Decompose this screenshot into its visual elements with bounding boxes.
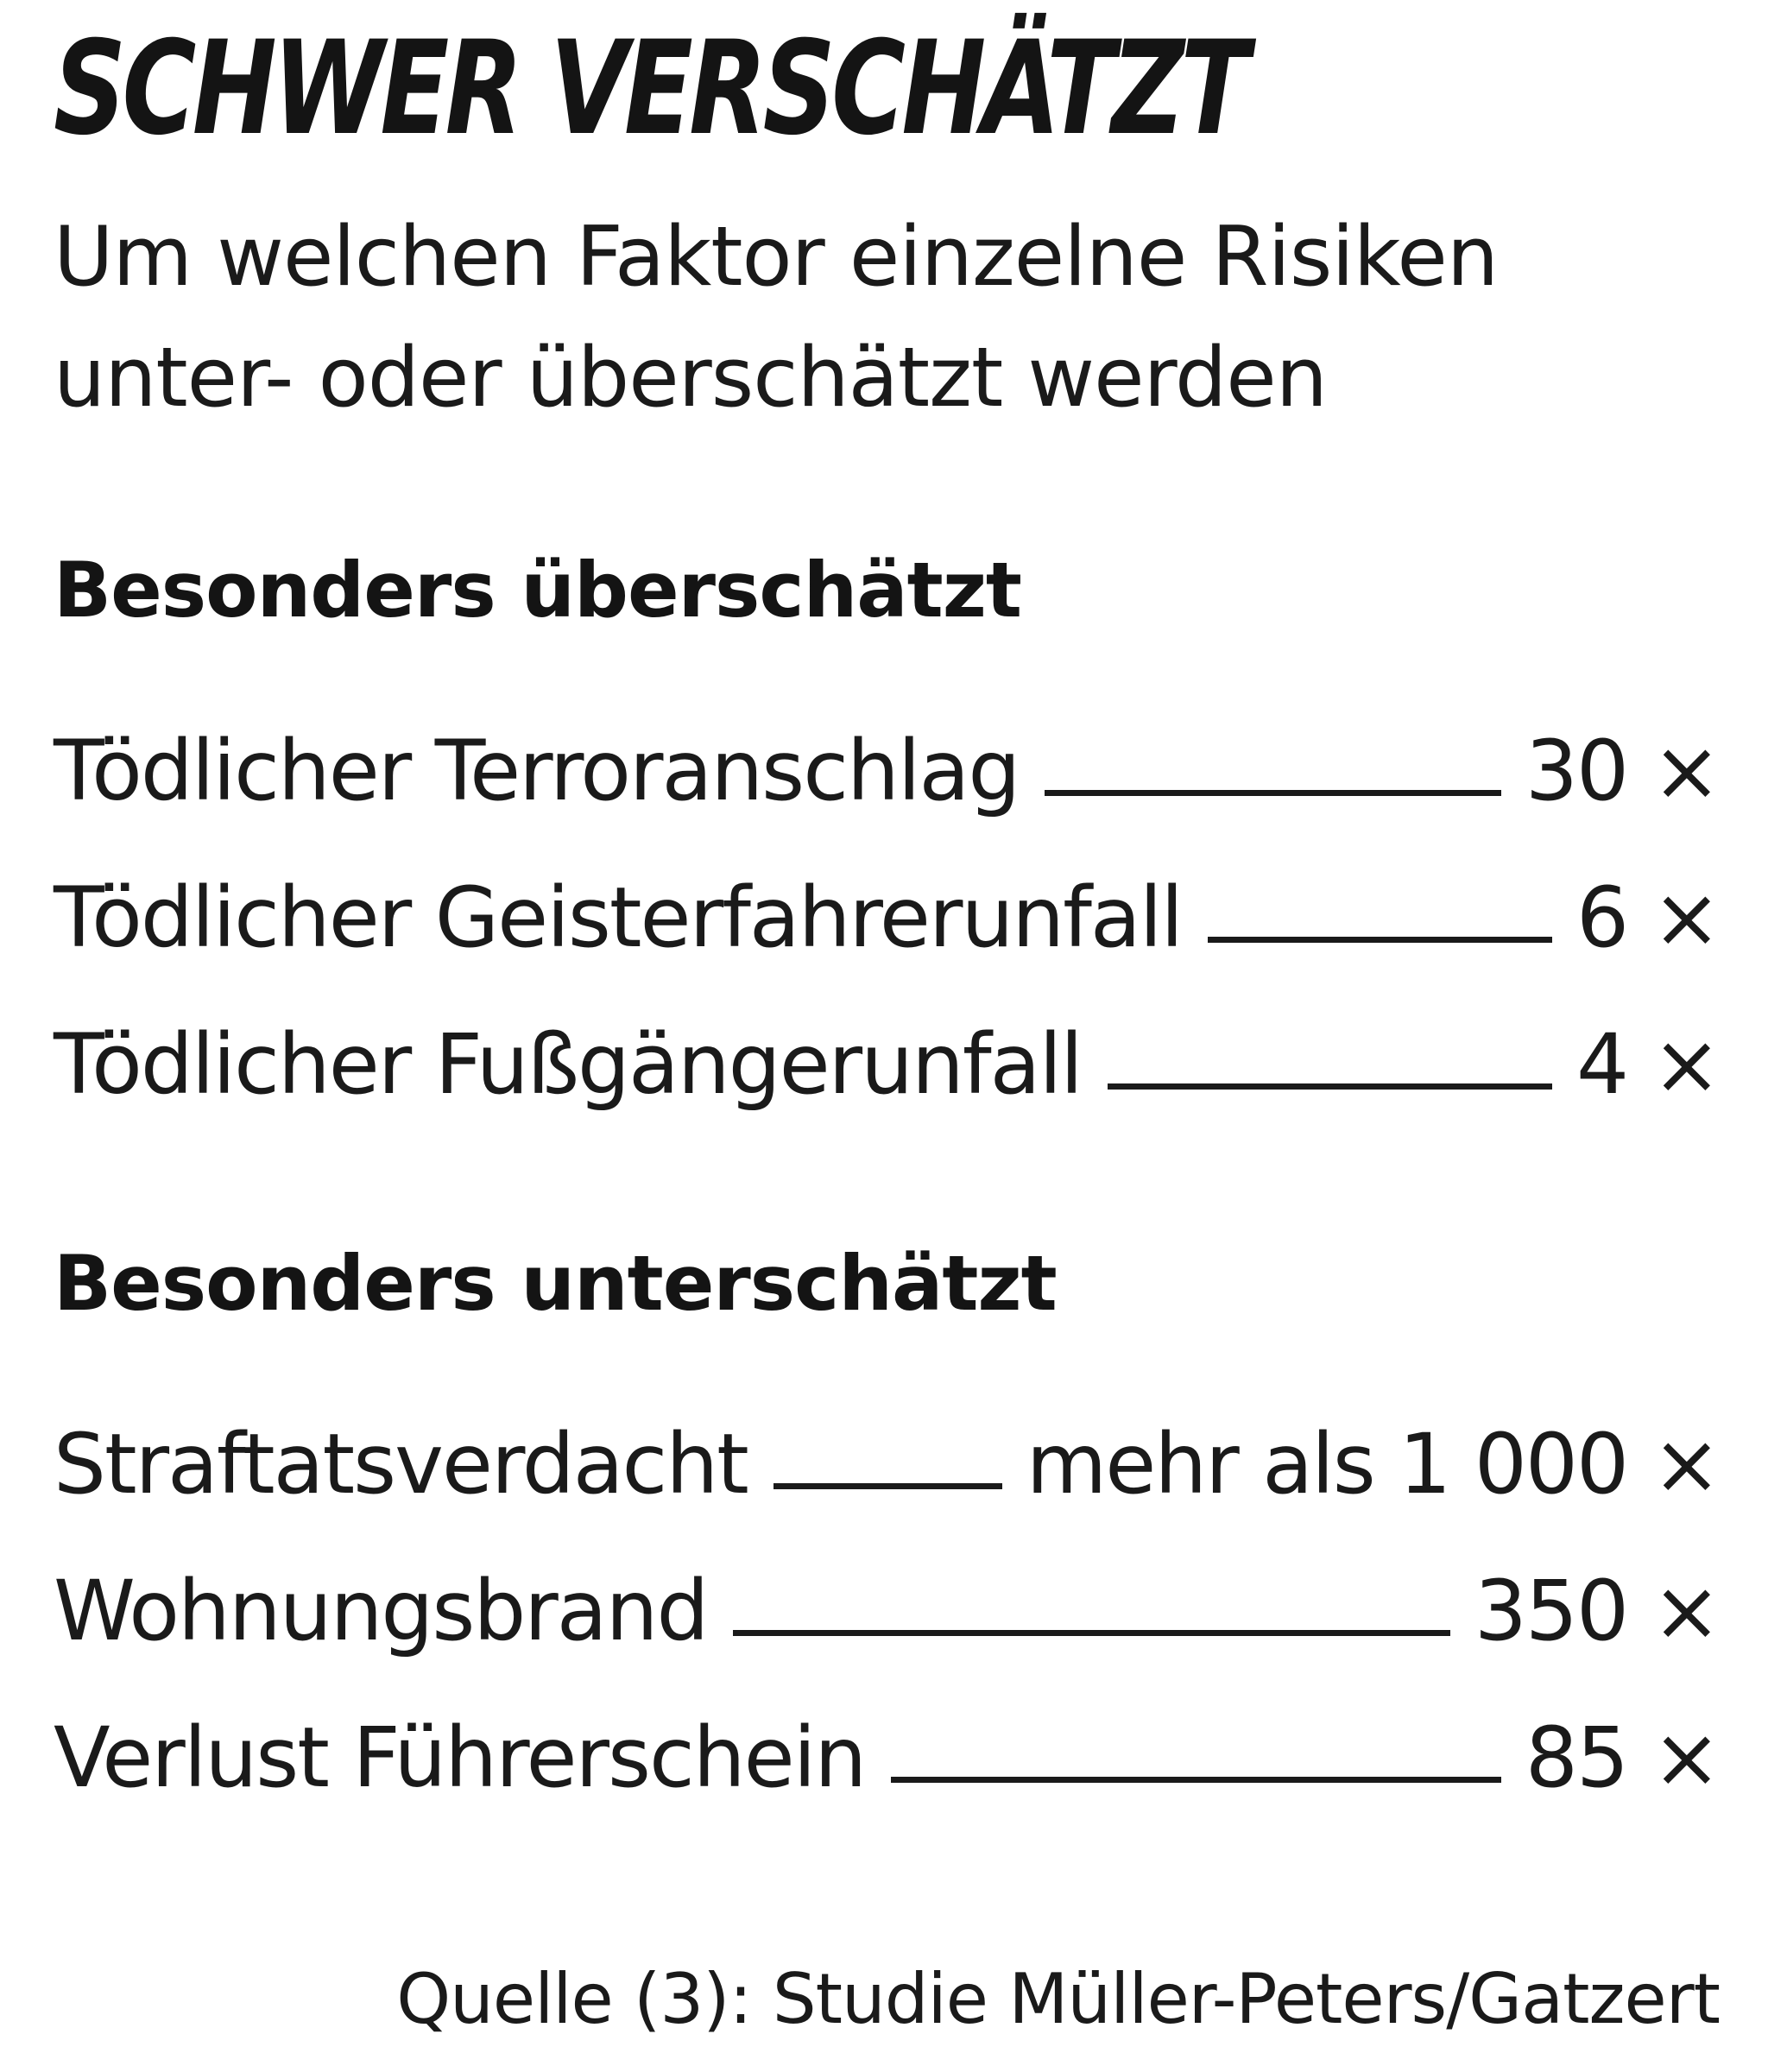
section-heading-underestimated: Besonders unterschätzt bbox=[54, 1239, 1058, 1328]
table-row: Tödlicher Geisterfahrerunfall 6 × bbox=[54, 866, 1721, 970]
leader-line bbox=[891, 1777, 1501, 1783]
table-row: Tödlicher Fußgängerunfall 4 × bbox=[54, 1013, 1721, 1116]
row-value: mehr als 1 000 × bbox=[1026, 1416, 1721, 1513]
row-value: 85 × bbox=[1525, 1709, 1721, 1806]
row-label: Wohnungsbrand bbox=[54, 1563, 709, 1659]
subtitle-line-1: Um welchen Faktor einzelne Risiken bbox=[54, 210, 1499, 305]
table-row: Straftatsverdacht mehr als 1 000 × bbox=[54, 1412, 1721, 1516]
leader-line bbox=[1107, 1083, 1552, 1090]
leader-line bbox=[773, 1483, 1002, 1489]
row-value: 4 × bbox=[1575, 1016, 1721, 1113]
chart-subtitle: Um welchen Faktor einzelne Risiken unter… bbox=[54, 197, 1694, 439]
row-value: 350 × bbox=[1474, 1563, 1721, 1659]
source-note: Quelle (3): Studie Müller-Peters/Gatzert bbox=[396, 1959, 1721, 2039]
row-value: 6 × bbox=[1575, 869, 1721, 966]
table-row: Tödlicher Terroranschlag 30 × bbox=[54, 719, 1721, 823]
leader-line bbox=[1045, 790, 1501, 796]
table-row: Wohnungsbrand 350 × bbox=[54, 1559, 1721, 1663]
row-label: Verlust Führerschein bbox=[54, 1709, 867, 1806]
table-row: Verlust Führerschein 85 × bbox=[54, 1706, 1721, 1810]
chart-title: SCHWER VERSCHÄTZT bbox=[54, 14, 1249, 164]
leader-line bbox=[733, 1630, 1450, 1636]
infographic: SCHWER VERSCHÄTZT Um welchen Faktor einz… bbox=[54, 0, 1721, 2072]
section-heading-overestimated: Besonders überschätzt bbox=[54, 546, 1022, 635]
subtitle-line-2: unter- oder überschätzt werden bbox=[54, 331, 1328, 426]
row-label: Tödlicher Geisterfahrerunfall bbox=[54, 869, 1184, 966]
leader-line bbox=[1208, 937, 1552, 943]
row-label: Straftatsverdacht bbox=[54, 1416, 749, 1513]
row-label: Tödlicher Fußgängerunfall bbox=[54, 1016, 1083, 1113]
row-label: Tödlicher Terroranschlag bbox=[54, 723, 1020, 819]
row-value: 30 × bbox=[1525, 723, 1721, 819]
